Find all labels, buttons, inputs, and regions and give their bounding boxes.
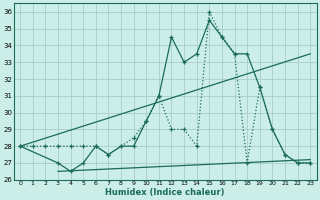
X-axis label: Humidex (Indice chaleur): Humidex (Indice chaleur) (106, 188, 225, 197)
